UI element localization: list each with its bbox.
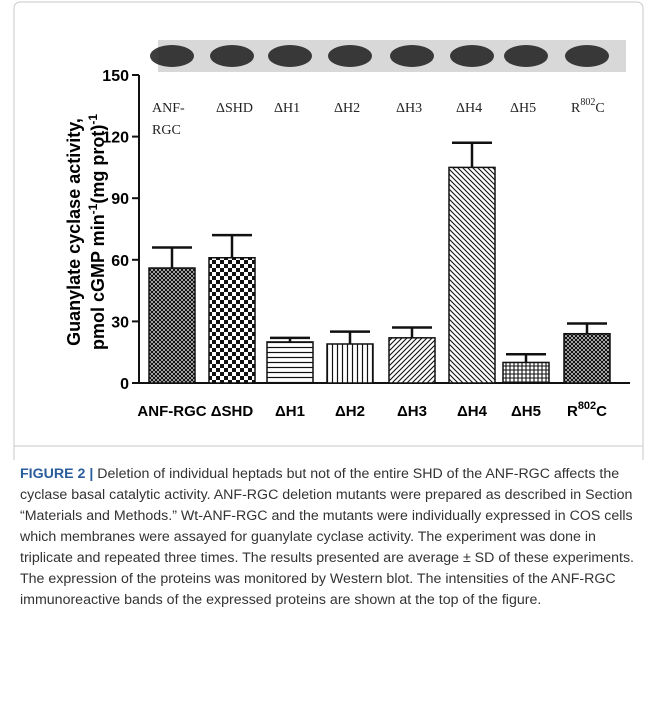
x-tick-label-part: R (567, 403, 578, 420)
x-tick-label: R802C (567, 400, 607, 420)
bar (267, 342, 313, 383)
y-axis-label-part: -1 (86, 203, 100, 214)
y-axis-label-part: pmol cGMP min (88, 214, 108, 350)
error-bar (452, 143, 492, 168)
blot-band (450, 45, 494, 67)
figure: 0306090120150Guanylate cyclase activity,… (0, 0, 657, 701)
blot-label: R802C (571, 97, 605, 116)
y-tick-label: 90 (111, 191, 129, 208)
error-bar (567, 323, 607, 333)
blot-band (504, 45, 548, 67)
y-axis-label: Guanylate cyclase activity, (64, 118, 84, 346)
error-bar (392, 328, 432, 338)
x-tick-label: ANF-RGC (137, 403, 206, 420)
x-tick-label-part: C (596, 403, 607, 420)
blot-label: ΔH4 (456, 101, 482, 116)
bar (209, 258, 255, 383)
bar (389, 338, 435, 383)
error-bar (330, 332, 370, 344)
blot-label: ΔH1 (274, 101, 300, 116)
x-tick-label: ΔSHD (211, 403, 254, 420)
blot-band (268, 45, 312, 67)
blot-label-part: 802 (580, 97, 595, 108)
blot-band (150, 45, 194, 67)
y-tick-label: 0 (120, 376, 129, 393)
y-tick-label: 60 (111, 253, 129, 270)
blot-label: ΔH2 (334, 101, 360, 116)
bar (327, 344, 373, 383)
y-tick-label: 150 (102, 68, 129, 85)
x-tick-label: ΔH4 (457, 403, 488, 420)
blot-label: ΔSHD (216, 101, 253, 116)
blot-label-part: C (595, 101, 604, 116)
blot-label: ΔH5 (510, 101, 536, 116)
caption-text: Deletion of individual heptads but not o… (20, 466, 634, 608)
blot-label: ΔH3 (396, 101, 422, 116)
x-tick-label: ΔH3 (397, 403, 427, 420)
bar (564, 334, 610, 383)
blot-band (565, 45, 609, 67)
blot-band (210, 45, 254, 67)
blot-label: RGC (152, 123, 181, 138)
y-axis-label-part: -1 (86, 114, 100, 125)
x-tick-label-part: 802 (578, 400, 596, 412)
caption-label: FIGURE 2 | (20, 466, 93, 482)
bar (503, 362, 549, 383)
y-tick-label: 30 (111, 314, 129, 331)
error-bar (506, 354, 546, 362)
x-tick-label: ΔH2 (335, 403, 365, 420)
blot-label: ANF- (152, 101, 185, 116)
x-tick-label: ΔH1 (275, 403, 305, 420)
error-bar (212, 235, 252, 258)
x-tick-label: ΔH5 (511, 403, 541, 420)
y-axis-label-part: (mg prot) (88, 125, 108, 204)
caption: FIGURE 2 | Deletion of individual heptad… (20, 464, 642, 611)
blot-band (390, 45, 434, 67)
bar (449, 167, 495, 383)
blot-band (328, 45, 372, 67)
y-axis-label: pmol cGMP min-1(mg prot)-1 (86, 114, 108, 350)
error-bar (152, 247, 192, 268)
bar (149, 268, 195, 383)
